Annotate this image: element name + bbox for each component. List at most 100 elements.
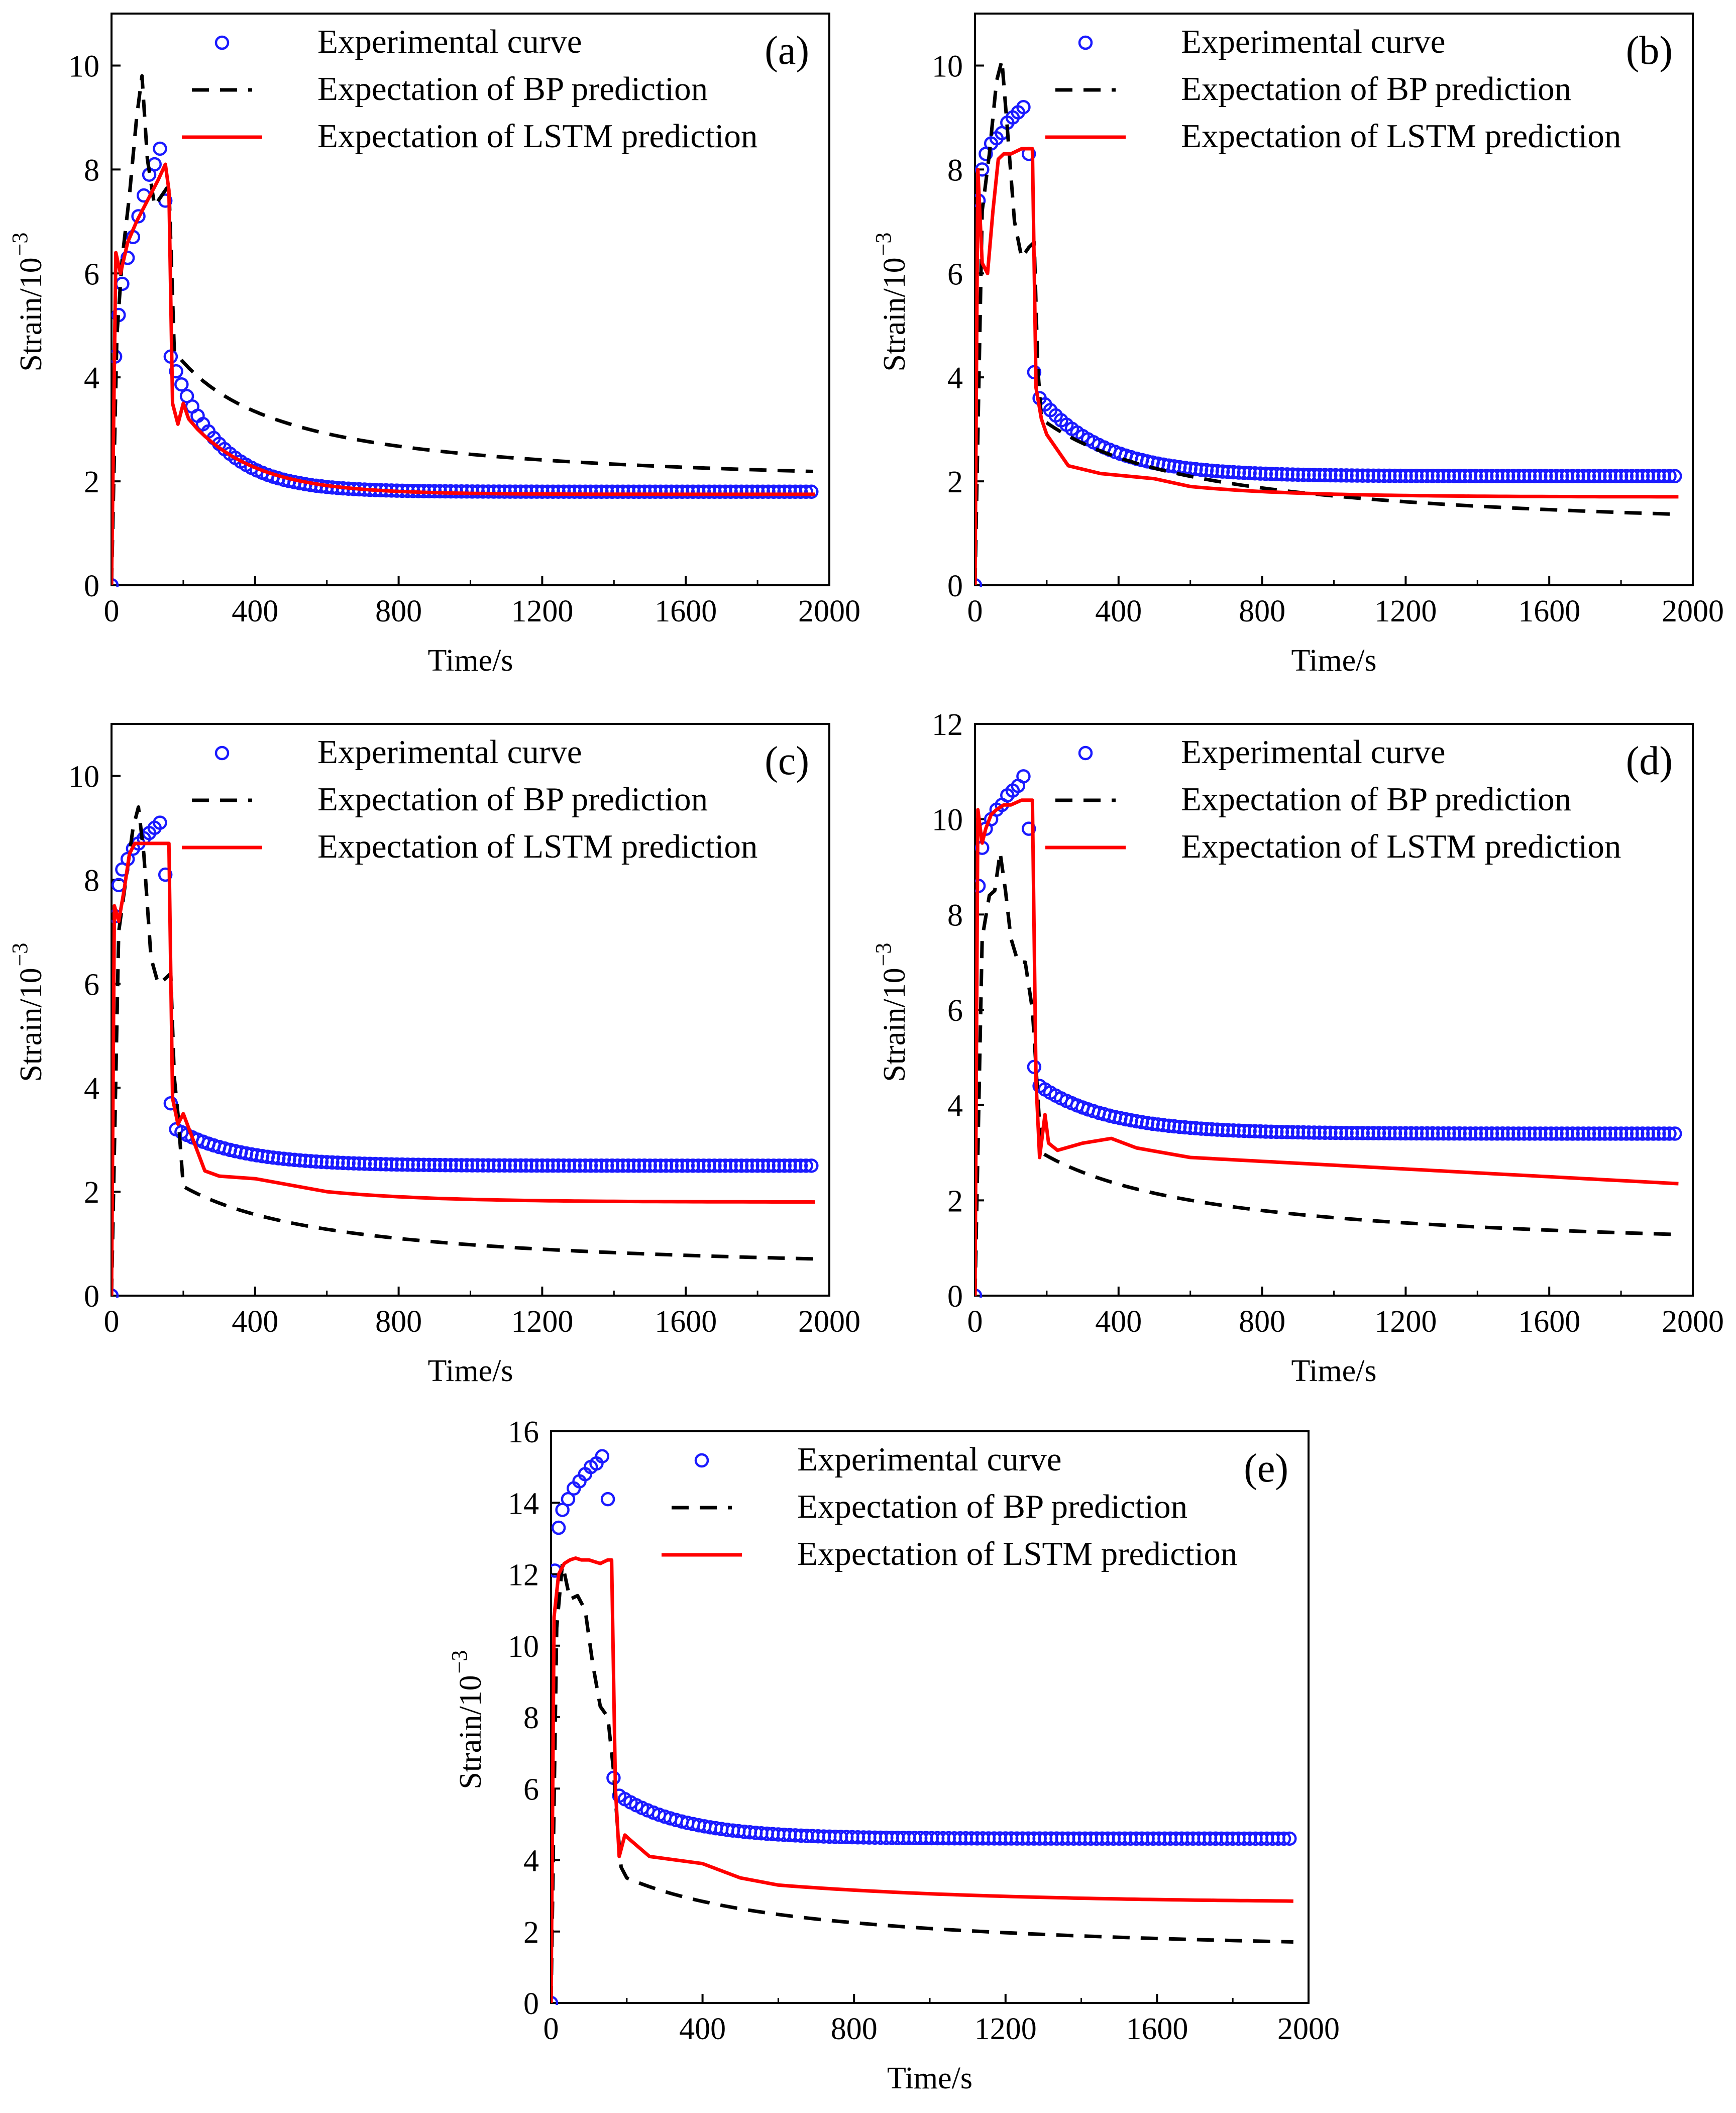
x-tick-label: 1200 [974, 2012, 1037, 2046]
x-axis-label: Time/s [1291, 644, 1376, 678]
experimental-point [470, 1158, 485, 1173]
experimental-point [1484, 1126, 1499, 1141]
experimental-point [476, 484, 490, 499]
y-tick-label: 4 [84, 1072, 99, 1106]
experimental-point [1630, 469, 1645, 483]
experimental-point [271, 1151, 286, 1166]
experimental-point [1318, 1125, 1332, 1140]
x-tick-label: 400 [232, 594, 278, 628]
experimental-point [1468, 469, 1483, 483]
experimental-point [470, 484, 485, 499]
experimental-point [1646, 469, 1661, 483]
experimental-point [1624, 1126, 1639, 1141]
y-tick-label: 2 [947, 1184, 963, 1218]
legend: Experimental curve Expectation of BP pred… [182, 733, 757, 865]
experimental-point [1355, 468, 1370, 483]
experimental-point [1296, 467, 1311, 482]
experimental-point [1554, 469, 1569, 483]
experimental-point [670, 484, 684, 499]
experimental-point [1657, 469, 1672, 483]
experimental-point [1344, 468, 1359, 483]
experimental-point [325, 1155, 340, 1170]
experimental-point [1199, 1122, 1214, 1136]
experimental-point [1500, 1126, 1515, 1141]
y-tick-label: 12 [932, 708, 963, 742]
x-tick-label: 400 [679, 2012, 726, 2046]
experimental-point [777, 1158, 792, 1173]
experimental-point [1231, 1123, 1246, 1138]
y-tick-label: 2 [84, 465, 99, 499]
experimental-point [750, 484, 765, 499]
experimental-point [1409, 469, 1424, 483]
bp-prediction-line [112, 74, 813, 586]
experimental-point [728, 1158, 743, 1173]
experimental-point [309, 1154, 323, 1169]
x-tick-label: 2000 [798, 1305, 860, 1339]
x-tick-label: 2000 [1662, 594, 1724, 628]
experimental-point [1366, 468, 1381, 483]
experimental-point [1328, 1125, 1343, 1140]
experimental-point [357, 1156, 372, 1171]
experimental-point [594, 484, 609, 499]
experimental-point [1441, 1126, 1456, 1141]
experimental-point [1151, 1117, 1165, 1132]
experimental-point [589, 484, 603, 499]
experimental-point [174, 377, 189, 392]
y-axis-label-exponent: −3 [871, 233, 896, 256]
experimental-point [1221, 465, 1235, 479]
x-tick-label: 1200 [1374, 1305, 1437, 1339]
experimental-point [551, 1995, 559, 2005]
experimental-point [319, 1155, 334, 1170]
experimental-point [1613, 469, 1629, 483]
experimental-point [1538, 469, 1553, 483]
experimental-point [422, 1157, 437, 1173]
legend: Experimental curve Expectation of BP pred… [662, 1441, 1237, 1572]
experimental-point [336, 1155, 351, 1171]
experimental-point [513, 1158, 528, 1173]
x-tick-label: 0 [104, 1305, 120, 1339]
experimental-point [492, 484, 506, 499]
y-axis-label: Strain/10 [878, 968, 912, 1082]
experimental-point [1215, 464, 1230, 479]
experimental-point [1431, 469, 1445, 483]
panel-label: (d) [1626, 739, 1673, 783]
y-axis-label: Strain/10 [878, 257, 912, 371]
experimental-point [1484, 469, 1499, 483]
experimental-point [163, 1096, 178, 1111]
panel-a: 0 400 800 1200 1600 2000 0 2 4 6 8 10 Time/s Strain/1… [8, 13, 860, 678]
experimental-point [567, 1158, 582, 1173]
experimental-point [599, 484, 614, 499]
legend-label: Expectation of LSTM prediction [317, 828, 757, 865]
experimental-point [975, 578, 983, 587]
experimental-point [287, 1152, 302, 1168]
experimental-point [1528, 469, 1542, 483]
experimental-point [486, 1158, 501, 1173]
experimental-point [1511, 469, 1526, 483]
y-axis-label-exponent: −3 [447, 1650, 472, 1674]
legend-label: Expectation of BP prediction [317, 70, 708, 108]
experimental-point [696, 484, 711, 499]
panel-e: 0 400 800 1200 1600 2000 0 2 4 6 8 10 12 14 16 Time/s St… [447, 1415, 1340, 2095]
experimental-point [691, 1158, 706, 1173]
lstm-prediction-line [975, 147, 1679, 586]
experimental-point [115, 276, 130, 291]
experimental-point [1474, 469, 1488, 483]
experimental-point [615, 1158, 630, 1173]
experimental-point [1350, 468, 1365, 483]
y-tick-label: 10 [508, 1630, 539, 1664]
experimental-point [1344, 1126, 1359, 1140]
experimental-point [1597, 1126, 1612, 1141]
experimental-point [1544, 469, 1559, 483]
legend: Experimental curve Expectation of BP pred… [1045, 23, 1621, 155]
experimental-point [734, 1158, 749, 1173]
experimental-point [777, 484, 792, 499]
experimental-point [1533, 469, 1548, 483]
experimental-point [481, 1158, 496, 1173]
legend-label: Expectation of BP prediction [1181, 70, 1571, 108]
experimental-point [804, 1158, 819, 1173]
series-experimental-markers [551, 1449, 1297, 2005]
legend-label: Experimental curve [1181, 23, 1445, 60]
experimental-point [1603, 1126, 1617, 1141]
experimental-point [1282, 1831, 1297, 1846]
x-tick-label: 2000 [1277, 2012, 1340, 2046]
